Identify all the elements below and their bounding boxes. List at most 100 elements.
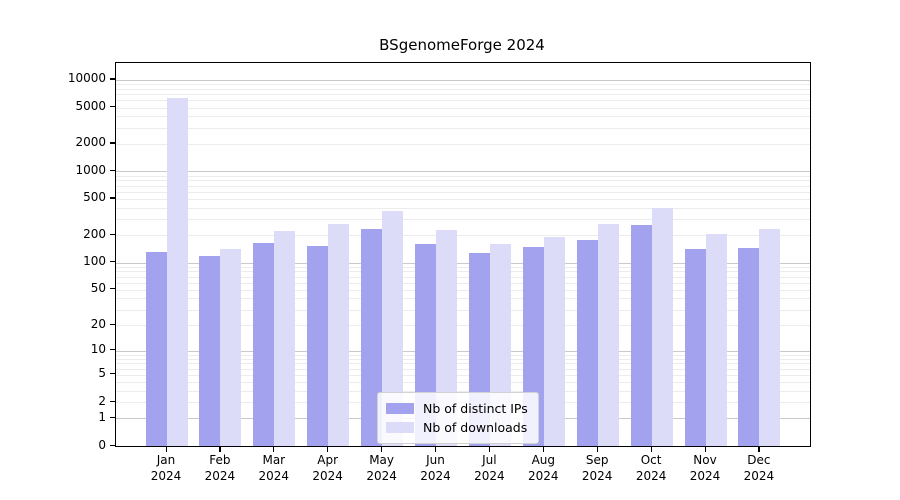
gridline-minor (116, 107, 810, 109)
y-tick-mark (109, 233, 115, 235)
x-tick-label-month: Sep (585, 453, 609, 467)
gridline-minor (116, 382, 810, 384)
bar-distinct-ips (630, 225, 652, 446)
x-tick-label-year: 2024 (689, 469, 721, 483)
gridline-minor (116, 298, 810, 300)
bar-downloads (759, 229, 781, 446)
y-tick-mark (109, 400, 115, 403)
gridline-minor (116, 207, 810, 209)
x-tick-label-month: Apr (317, 453, 339, 467)
y-tick-label: 1 (98, 409, 106, 424)
y-tick-mark (109, 261, 115, 263)
bar-distinct-ips (361, 228, 383, 446)
gridline-minor (116, 390, 810, 392)
gridline-minor (116, 180, 810, 182)
x-tick-mark (596, 446, 598, 452)
bar-distinct-ips (307, 246, 329, 446)
y-tick-label: 0 (98, 437, 106, 452)
x-tick-label-month: Oct (640, 453, 662, 467)
y-tick-mark (109, 288, 115, 290)
gridline-minor (116, 354, 810, 356)
gridline-minor (116, 100, 810, 102)
x-tick-mark (542, 446, 544, 452)
gridline-minor (116, 175, 810, 177)
gridline-major (116, 79, 810, 81)
y-tick-label: 1000 (75, 162, 106, 177)
bar-downloads (166, 97, 188, 446)
x-tick-label: May 2024 (354, 452, 410, 484)
x-tick-label-month: Jan (156, 453, 176, 467)
gridline-major (116, 350, 810, 352)
y-tick-mark (109, 78, 115, 80)
y-tick-label: 200 (83, 226, 106, 241)
gridline-minor (116, 84, 810, 86)
legend-label-distinct-ips: Nb of distinct IPs (423, 401, 528, 416)
gridline-minor (116, 271, 810, 273)
gridline-major (116, 171, 810, 173)
gridline-minor (116, 116, 810, 118)
x-tick-mark (704, 446, 706, 452)
bar-downloads (274, 230, 296, 446)
bar-distinct-ips (253, 242, 275, 446)
x-tick-label-month: Feb (209, 453, 231, 467)
y-tick-mark (109, 349, 115, 351)
chart-title: BSgenomeForge 2024 (379, 36, 545, 54)
bar-distinct-ips (576, 240, 598, 446)
gridline-minor (116, 325, 810, 327)
y-tick-mark (109, 323, 115, 325)
y-tick-label: 500 (83, 190, 106, 205)
bar-downloads (597, 224, 619, 446)
x-tick-label: Aug 2024 (515, 452, 571, 484)
x-tick-label: Dec 2024 (731, 452, 787, 484)
gridline-major (116, 262, 810, 264)
y-tick-mark (109, 444, 115, 446)
gridline-minor (116, 363, 810, 365)
x-tick-label-month: May (369, 453, 394, 467)
x-tick-label: Oct 2024 (623, 452, 679, 484)
gridline-minor (116, 127, 810, 129)
gridline-minor (116, 368, 810, 370)
y-tick-mark (109, 416, 115, 419)
x-tick-label: Jan 2024 (138, 452, 194, 484)
x-tick-label-year: 2024 (312, 469, 343, 483)
x-tick-label: Nov 2024 (677, 452, 733, 484)
y-tick-mark (109, 142, 115, 144)
legend-swatch-distinct-ips (386, 403, 414, 414)
gridline-minor (116, 282, 810, 284)
gridline-minor (116, 266, 810, 268)
x-tick-label: Mar 2024 (246, 452, 302, 484)
x-tick-mark (219, 446, 221, 452)
x-tick-label: Sep 2024 (569, 452, 625, 484)
x-tick-label-year: 2024 (581, 469, 613, 483)
y-tick-mark (109, 106, 115, 108)
gridline-minor (116, 276, 810, 278)
y-tick-label: 5 (98, 366, 106, 381)
x-tick-label: Feb 2024 (192, 452, 248, 484)
bar-distinct-ips (199, 256, 221, 446)
y-tick-label: 10000 (67, 71, 106, 86)
x-tick-mark (273, 446, 275, 452)
x-tick-label: Jun 2024 (408, 452, 464, 484)
y-tick-label: 100 (83, 254, 106, 269)
x-tick-label-month: Jun (426, 453, 445, 467)
x-tick-mark (488, 446, 491, 452)
legend-item-downloads: Nb of downloads (386, 418, 528, 437)
gridline-minor (116, 185, 810, 187)
y-tick-mark (109, 373, 115, 375)
gridline-minor (116, 219, 810, 221)
x-tick-mark (327, 446, 329, 452)
bar-downloads (382, 210, 404, 446)
gridline-minor (116, 191, 810, 193)
bar-distinct-ips (738, 247, 760, 446)
x-tick-label-month: Dec (747, 453, 771, 467)
y-tick-label: 5000 (75, 99, 106, 114)
plot-area (115, 62, 811, 447)
y-tick-label: 2000 (75, 135, 106, 150)
gridline-minor (116, 94, 810, 96)
x-tick-label-month: Aug (531, 453, 556, 467)
gridline-minor (116, 289, 810, 291)
x-tick-label: Apr 2024 (300, 452, 356, 484)
x-tick-mark (650, 446, 652, 452)
bar-distinct-ips (684, 248, 706, 446)
